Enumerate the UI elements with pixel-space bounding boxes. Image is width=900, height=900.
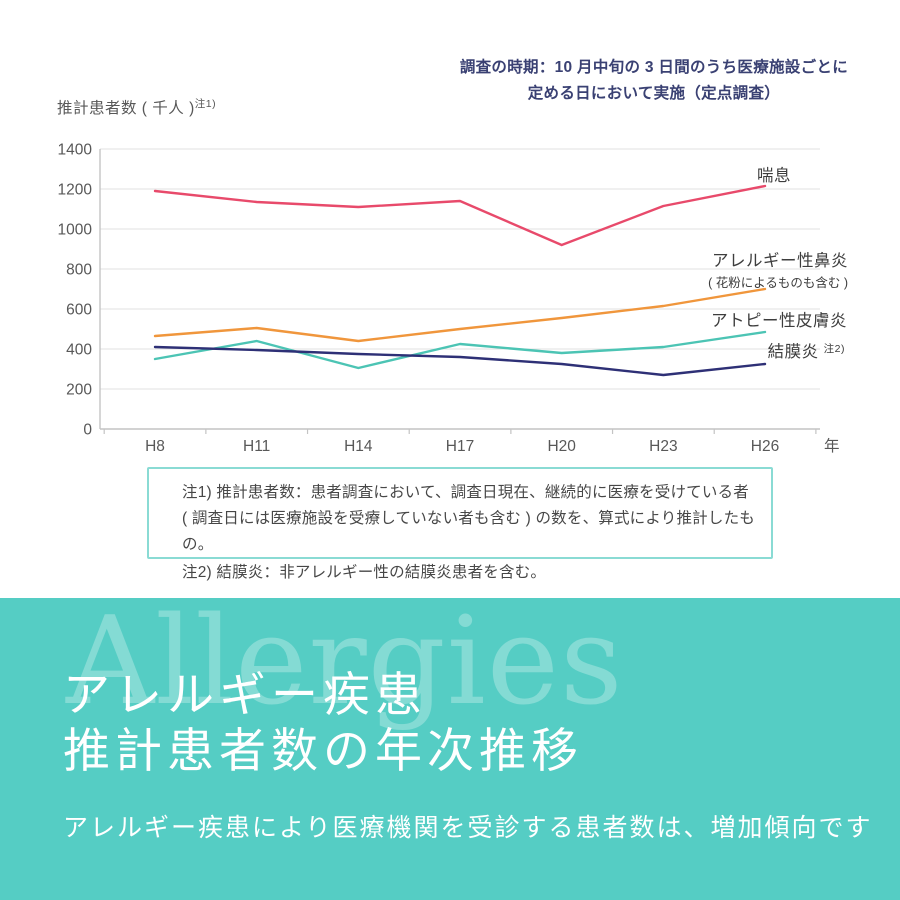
banner-title: アレルギー疾患 推計患者数の年次推移 bbox=[63, 668, 583, 780]
watermark-text: Allergies bbox=[66, 598, 624, 732]
banner-title-line2: 推計患者数の年次推移 bbox=[63, 724, 583, 779]
x-tick-label-H8: H8 bbox=[145, 438, 165, 455]
footnote-2: 注2) 結膜炎：非アレルギー性の結膜炎患者を含む。 bbox=[182, 564, 547, 581]
x-tick-label-H17: H17 bbox=[446, 438, 474, 455]
series-line-1 bbox=[153, 287, 767, 343]
legend-allergic-rhinitis-sublabel: ( 花粉によるものも含む ) bbox=[708, 276, 848, 290]
series-line-0 bbox=[153, 184, 767, 247]
y-axis-title: 推計患者数 ( 千人 )注1) bbox=[57, 98, 217, 117]
x-tick-label-H26: H26 bbox=[751, 438, 779, 455]
y-tick-label-600: 600 bbox=[66, 302, 92, 319]
legend-conjunctivitis-note-ref: 注2) bbox=[823, 343, 845, 355]
title-banner: Allergies アレルギー疾患 推計患者数の年次推移 アレルギー疾患により医… bbox=[0, 598, 900, 900]
y-axis-title-note-ref: 注1) bbox=[194, 98, 217, 110]
y-tick-label-1000: 1000 bbox=[58, 222, 93, 239]
legend-allergic-rhinitis-label: アレルギー性鼻炎 bbox=[712, 252, 848, 270]
x-tick-label-H11: H11 bbox=[243, 438, 270, 455]
banner-title-line1: アレルギー疾患 bbox=[63, 668, 427, 723]
survey-timing-note-line1: 調査の時期：10 月中旬の 3 日間のうち医療施設ごとに bbox=[459, 59, 848, 76]
banner-subtitle: アレルギー疾患により医療機関を受診する患者数は、増加傾向です bbox=[63, 813, 873, 842]
x-tick-label-H14: H14 bbox=[344, 438, 373, 455]
y-tick-label-1200: 1200 bbox=[58, 182, 93, 199]
survey-timing-note-line2: 定める日において実施（定点調査） bbox=[527, 84, 781, 102]
y-tick-label-800: 800 bbox=[66, 262, 92, 279]
legend-allergic-rhinitis: アレルギー性鼻炎 ( 花粉によるものも含む ) bbox=[708, 247, 848, 291]
series-line-3 bbox=[153, 345, 767, 377]
series-line-2 bbox=[153, 330, 767, 370]
x-axis-unit-label: 年 bbox=[824, 437, 840, 455]
x-tick-label-H20: H20 bbox=[547, 438, 576, 455]
y-tick-label-1400: 1400 bbox=[58, 142, 93, 159]
y-tick-label-200: 200 bbox=[66, 382, 92, 399]
legend-conjunctivitis: 結膜炎 注2) bbox=[767, 343, 845, 361]
x-tick-label-H23: H23 bbox=[649, 438, 677, 455]
legend-atopic-dermatitis: アトピー性皮膚炎 bbox=[711, 312, 847, 330]
y-tick-label-400: 400 bbox=[66, 342, 92, 359]
footnote-1-line2: ( 調査日には医療施設を受療していない者も含む ) の数を、算式により推計したも… bbox=[182, 510, 755, 553]
footnote-1-line1: 注1) 推計患者数：患者調査において、調査日現在、継続的に医療を受けている者 bbox=[182, 484, 749, 501]
y-tick-label-0: 0 bbox=[83, 422, 92, 439]
footnotes-box: 注1) 推計患者数：患者調査において、調査日現在、継続的に医療を受けている者 (… bbox=[147, 467, 773, 581]
line-chart: 0 200 400 600 800 1000 1200 1400 H8 H11 H14 H17 H20 H… bbox=[58, 142, 840, 456]
survey-timing-note: 調査の時期：10 月中旬の 3 日間のうち医療施設ごとに 定める日において実施（… bbox=[460, 55, 848, 106]
legend-asthma: 喘息 bbox=[757, 167, 791, 185]
